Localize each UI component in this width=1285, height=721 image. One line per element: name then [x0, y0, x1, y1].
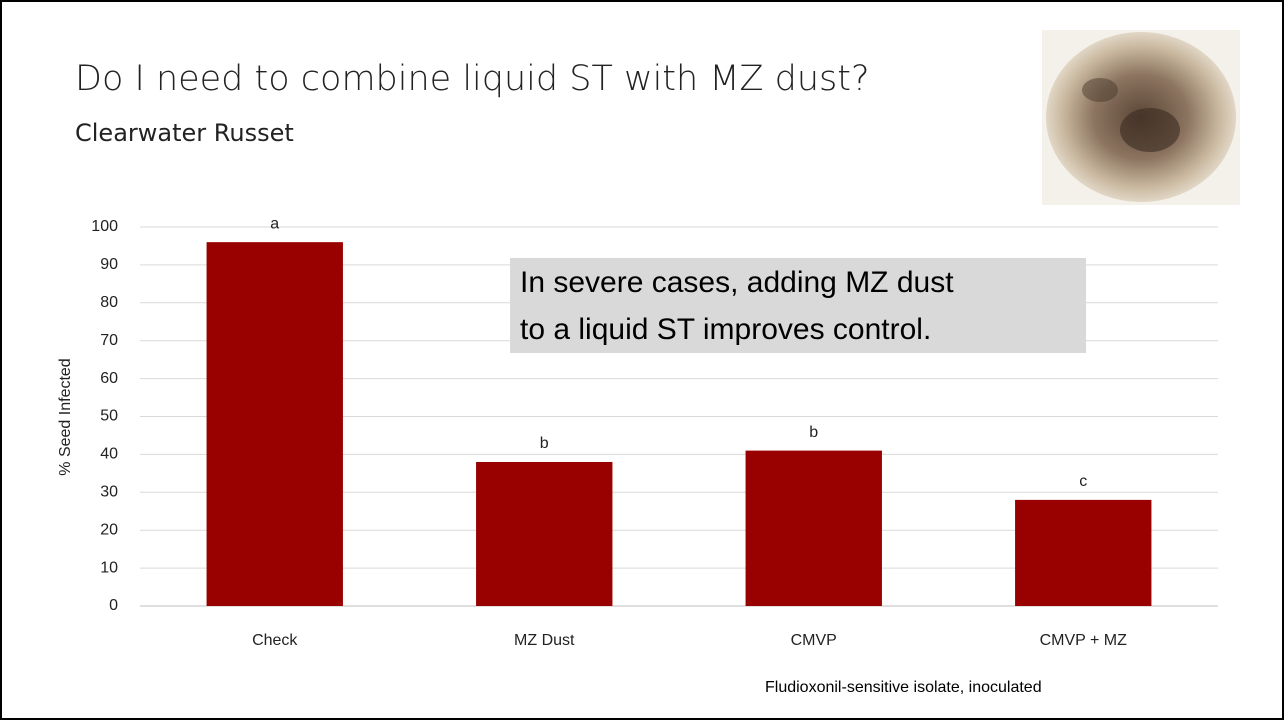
slide-title: Do I need to combine liquid ST with MZ d…: [75, 59, 870, 99]
bar: [746, 451, 882, 606]
y-axis-label: % Seed Infected: [57, 358, 74, 475]
y-tick-label: 10: [100, 559, 118, 576]
significance-letter: b: [809, 424, 818, 441]
footnote: Fludioxonil-sensitive isolate, inoculate…: [765, 679, 1042, 696]
slide: Do I need to combine liquid ST with MZ d…: [0, 0, 1285, 721]
callout-text: In severe cases, adding MZ dust: [520, 266, 954, 299]
y-tick-label: 40: [100, 446, 118, 463]
photo: [1042, 30, 1240, 205]
significance-letter: a: [270, 215, 279, 232]
x-tick-label: CMVP + MZ: [1040, 632, 1128, 649]
y-tick-label: 90: [100, 256, 118, 273]
y-tick-label: 50: [100, 408, 118, 425]
x-tick-label: CMVP: [791, 632, 837, 649]
y-tick-label: 30: [100, 484, 118, 501]
significance-letter: b: [540, 435, 549, 452]
significance-letter: c: [1079, 473, 1087, 490]
photo-lesion: [1082, 78, 1118, 102]
slide-subtitle: Clearwater Russet: [75, 119, 294, 147]
y-tick-label: 70: [100, 332, 118, 349]
y-tick-label: 100: [91, 218, 118, 235]
bar: [476, 462, 612, 606]
bar: [207, 242, 343, 606]
x-tick-label: MZ Dust: [514, 632, 575, 649]
y-tick-label: 0: [109, 597, 118, 614]
page: {"chart_data": { "type": "bar", "title":…: [0, 0, 1285, 721]
bar: [1015, 500, 1151, 606]
photo-lesion: [1120, 108, 1180, 152]
y-tick-label: 60: [100, 370, 118, 387]
callout-text: to a liquid ST improves control.: [520, 313, 931, 346]
y-tick-label: 80: [100, 294, 118, 311]
x-tick-label: Check: [252, 632, 298, 649]
y-tick-label: 20: [100, 521, 118, 538]
